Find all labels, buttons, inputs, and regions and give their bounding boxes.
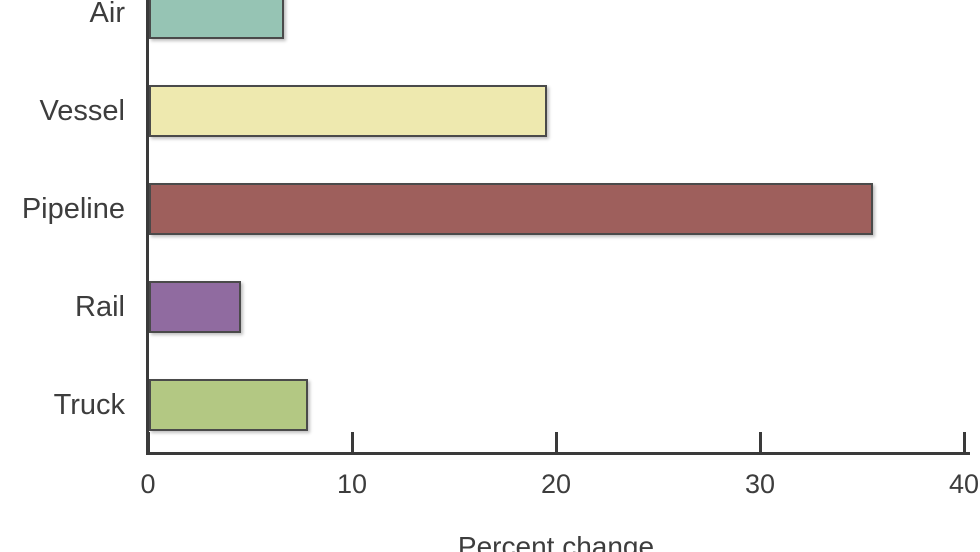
bar-truck [149, 379, 308, 431]
x-tick-label-40: 40 [948, 469, 980, 499]
x-tick-mark-10 [350, 432, 354, 452]
x-tick-label-20: 20 [540, 469, 572, 499]
x-tick-label-30: 30 [744, 469, 776, 499]
y-axis-line [146, 0, 149, 455]
x-tick-mark-30 [758, 432, 762, 452]
x-tick-label-10: 10 [336, 469, 368, 499]
bar-vessel [149, 85, 547, 137]
category-label-truck: Truck [53, 389, 125, 421]
x-axis-line [146, 452, 970, 455]
bar-rail [149, 281, 241, 333]
bar-air [149, 0, 284, 39]
x-tick-mark-0 [146, 432, 150, 452]
category-label-rail: Rail [75, 291, 125, 323]
category-label-air: Air [89, 0, 125, 29]
x-tick-mark-20 [554, 432, 558, 452]
x-axis-title: Percent change [457, 531, 655, 552]
category-label-vessel: Vessel [39, 95, 125, 127]
category-label-pipeline: Pipeline [21, 193, 125, 225]
bar-pipeline [149, 183, 873, 235]
x-tick-mark-40 [962, 432, 966, 452]
x-tick-label-0: 0 [140, 469, 156, 499]
